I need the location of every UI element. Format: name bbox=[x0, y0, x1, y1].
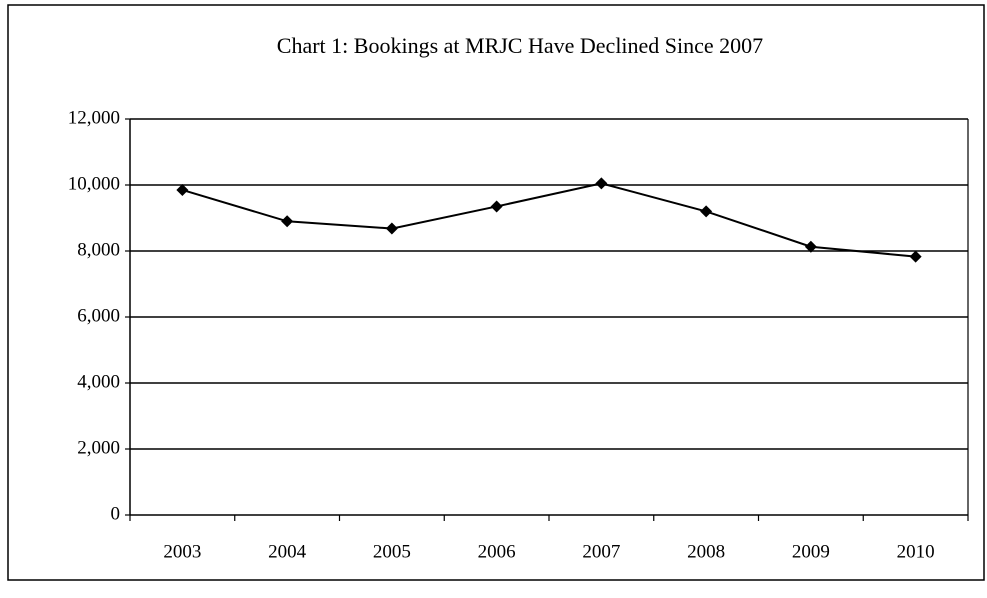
x-tick-label: 2010 bbox=[897, 541, 935, 562]
marker bbox=[176, 183, 189, 196]
y-tick-label: 2,000 bbox=[77, 437, 120, 458]
x-tick-label: 2003 bbox=[163, 541, 201, 562]
marker bbox=[909, 250, 922, 263]
marker bbox=[700, 205, 713, 218]
marker bbox=[490, 200, 503, 213]
marker bbox=[281, 215, 294, 228]
y-tick-label: 8,000 bbox=[77, 239, 120, 260]
y-tick-label: 4,000 bbox=[77, 371, 120, 392]
line bbox=[182, 182, 916, 258]
x-tick-label: 2005 bbox=[373, 541, 411, 562]
y-tick-label: 6,000 bbox=[77, 305, 120, 326]
x-tick-label: 2007 bbox=[582, 541, 620, 562]
marker bbox=[595, 177, 608, 190]
y-tick-label: 10,000 bbox=[68, 173, 120, 194]
chart-title: Chart 1: Bookings at MRJC Have Declined … bbox=[277, 33, 763, 58]
chart-frame bbox=[7, 4, 985, 581]
x-tick-label: 2008 bbox=[687, 541, 725, 562]
y-tick-label: 12,000 bbox=[68, 107, 120, 128]
marker bbox=[385, 222, 398, 235]
marker bbox=[804, 240, 817, 253]
y-tick-label: 0 bbox=[111, 503, 121, 524]
x-tick-label: 2006 bbox=[478, 541, 516, 562]
x-tick-label: 2004 bbox=[268, 541, 307, 562]
x-tick-label: 2009 bbox=[792, 541, 830, 562]
